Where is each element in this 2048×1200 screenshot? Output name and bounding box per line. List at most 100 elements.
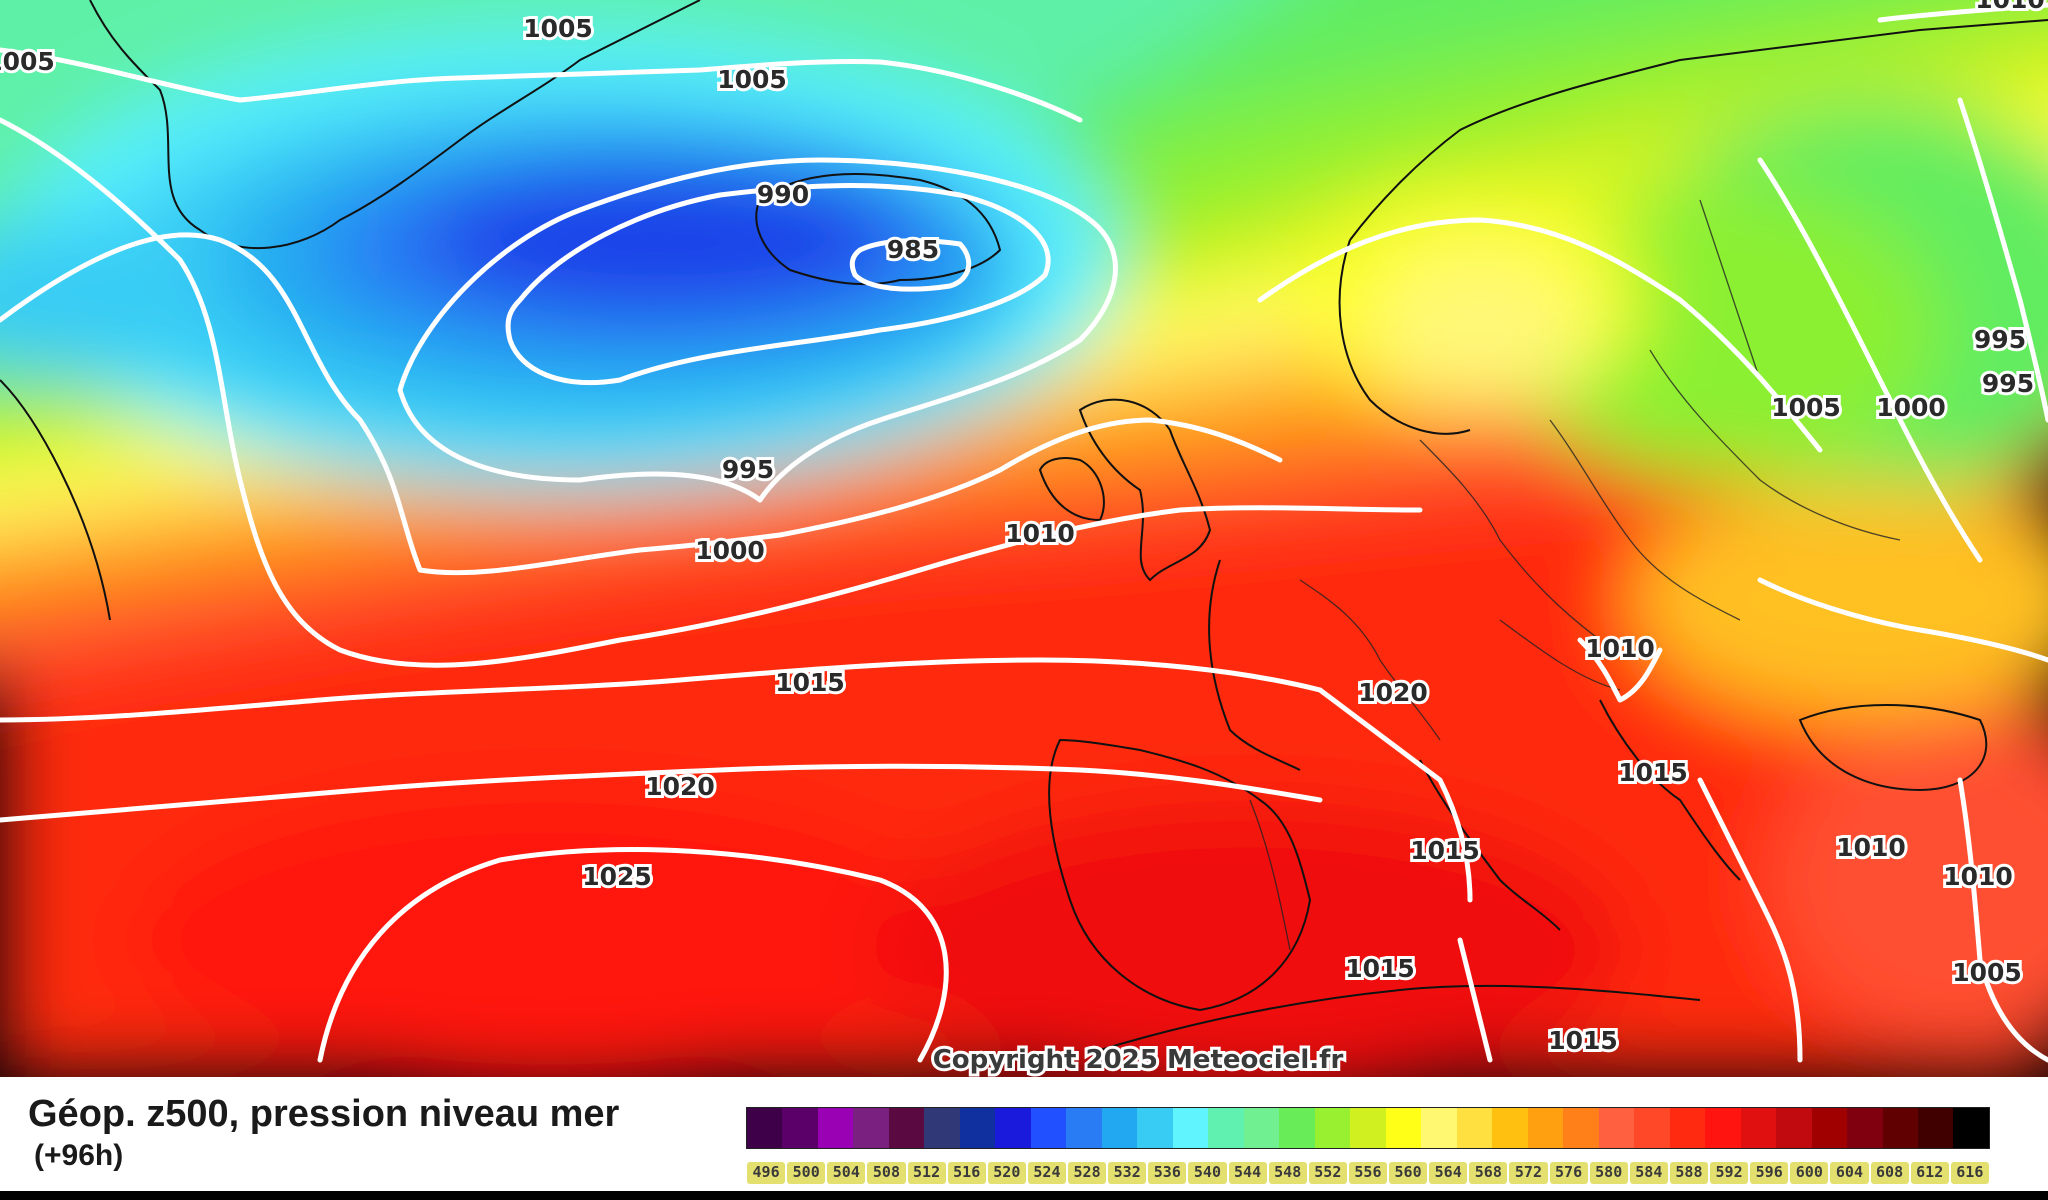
legend-tick-label: 588 xyxy=(1669,1162,1708,1184)
color-scale-legend: 496 500 504 508 512 516 520 524 528 532 536 540 544 5… xyxy=(746,1107,1990,1187)
legend-tick-label: 536 xyxy=(1148,1162,1187,1184)
legend-swatches xyxy=(746,1107,1990,1149)
iberia-coast xyxy=(1048,738,1312,1012)
legend-tick-label: 524 xyxy=(1027,1162,1066,1184)
isobar-1015b xyxy=(1317,687,1473,903)
legend-swatch xyxy=(1385,1108,1422,1148)
legend-swatch xyxy=(1669,1108,1706,1148)
isobar-label: 1015 xyxy=(1345,954,1415,983)
isobar-1005 xyxy=(0,47,1083,123)
isobar-label: 1005 xyxy=(0,47,55,76)
isobar-1005b xyxy=(1257,217,1823,453)
isobar-label: 1000 xyxy=(1876,393,1946,422)
italy-coast xyxy=(1419,759,1561,931)
forecast-hour: (+96h) xyxy=(34,1139,124,1172)
legend-tick-label: 580 xyxy=(1589,1162,1628,1184)
legend-tick-label: 600 xyxy=(1790,1162,1829,1184)
isobar-985 xyxy=(849,238,972,292)
map-canvas: 1005 1005 1005 1010 990 985 995 1000 101… xyxy=(0,0,2048,1077)
legend-swatch xyxy=(817,1108,854,1148)
isobar-995b xyxy=(1957,97,2048,423)
isobar-label: 1015 xyxy=(1548,1026,1618,1055)
legend-tick-label: 556 xyxy=(1348,1162,1387,1184)
copyright: Copyright 2025 Meteociel.fr xyxy=(933,1045,1344,1075)
isobar-1005c xyxy=(1957,777,2048,1063)
isobar-label: 1015 xyxy=(1618,758,1688,787)
legend-swatch xyxy=(1634,1108,1670,1148)
ireland-coast xyxy=(1038,457,1105,522)
legend-swatch xyxy=(1172,1108,1209,1148)
legend-swatch xyxy=(1953,1108,1989,1148)
legend-tick-label: 516 xyxy=(947,1162,986,1184)
norway-coast xyxy=(1338,239,1471,435)
isobar-label: 1010 xyxy=(1975,0,2045,14)
isobar-label: 1025 xyxy=(582,862,652,891)
isobar-label: 985 xyxy=(887,235,939,264)
isobar-label: 1020 xyxy=(645,772,715,801)
isobar-1025 xyxy=(317,847,949,1063)
legend-swatch xyxy=(1456,1108,1493,1148)
france-coast xyxy=(1208,559,1301,771)
isobar-1015c xyxy=(1457,937,1493,1063)
legend-swatch xyxy=(1208,1108,1244,1148)
legend-tick-label: 564 xyxy=(1429,1162,1468,1184)
legend-tick-label: 512 xyxy=(907,1162,946,1184)
legend-tick-label: 528 xyxy=(1068,1162,1107,1184)
legend-tick-label: 584 xyxy=(1629,1162,1668,1184)
legend-swatch xyxy=(1776,1108,1812,1148)
north-africa-coast xyxy=(1099,984,1701,1051)
isobar-label: 1000 xyxy=(695,536,765,565)
balkans-coast xyxy=(1599,699,1741,881)
isobar-label: 1005 xyxy=(523,14,593,43)
greenland-coast xyxy=(89,0,701,250)
isobar-1015 xyxy=(0,657,1323,723)
legend-tick-label: 552 xyxy=(1308,1162,1347,1184)
isobar-990 xyxy=(505,183,1051,386)
isobar-1010d xyxy=(1877,2,2048,23)
isobar-label: 1005 xyxy=(1952,958,2022,987)
isobar-label: 995 xyxy=(1974,325,2026,354)
coastlines xyxy=(0,0,2048,1051)
isobar-label: 1005 xyxy=(1771,393,1841,422)
legend-ticks: 496 500 504 508 512 516 520 524 528 532 536 540 544 5… xyxy=(746,1162,1990,1184)
isobar-label: 990 xyxy=(757,180,809,209)
isobar-1000b xyxy=(1757,157,1983,563)
legend-swatch xyxy=(1563,1108,1599,1148)
legend-tick-label: 608 xyxy=(1870,1162,1909,1184)
legend-tick-label: 612 xyxy=(1910,1162,1949,1184)
legend-swatch xyxy=(1279,1108,1315,1148)
legend-swatch xyxy=(1740,1108,1777,1148)
legend-tick-label: 560 xyxy=(1389,1162,1428,1184)
legend-tick-label: 532 xyxy=(1108,1162,1147,1184)
legend-swatch xyxy=(1066,1108,1102,1148)
legend-swatch xyxy=(1350,1108,1386,1148)
legend-tick-label: 544 xyxy=(1228,1162,1267,1184)
legend-tick-label: 576 xyxy=(1549,1162,1588,1184)
legend-swatch xyxy=(1847,1108,1883,1148)
legend-tick-label: 572 xyxy=(1509,1162,1548,1184)
weather-map: 1005 1005 1005 1010 990 985 995 1000 101… xyxy=(0,0,2048,1077)
legend-swatch xyxy=(747,1108,783,1148)
isobar-label: 1015 xyxy=(1410,836,1480,865)
isobar-label: 1010 xyxy=(1943,862,2013,891)
legend-swatch xyxy=(1527,1108,1564,1148)
legend-swatch xyxy=(1243,1108,1280,1148)
scandinavia-coast xyxy=(1349,19,2048,241)
legend-swatch xyxy=(1314,1108,1351,1148)
isobar-label: 1005 xyxy=(717,65,787,94)
legend-tick-label: 508 xyxy=(867,1162,906,1184)
isobar-label: 995 xyxy=(1982,369,2034,398)
legend-swatch xyxy=(1882,1108,1918,1148)
legend-tick-label: 520 xyxy=(987,1162,1026,1184)
legend-swatch xyxy=(1101,1108,1138,1148)
isobar-label: 1015 xyxy=(775,668,845,697)
isobar-label: 1010 xyxy=(1836,833,1906,862)
legend-swatch xyxy=(1030,1108,1067,1148)
legend-swatch xyxy=(959,1108,996,1148)
iceland-coast xyxy=(755,173,1002,286)
legend-tick-label: 504 xyxy=(827,1162,866,1184)
legend-tick-label: 568 xyxy=(1469,1162,1508,1184)
isobar-label: 995 xyxy=(722,455,774,484)
legend-tick-label: 548 xyxy=(1268,1162,1307,1184)
isobar-1000 xyxy=(0,232,1283,576)
